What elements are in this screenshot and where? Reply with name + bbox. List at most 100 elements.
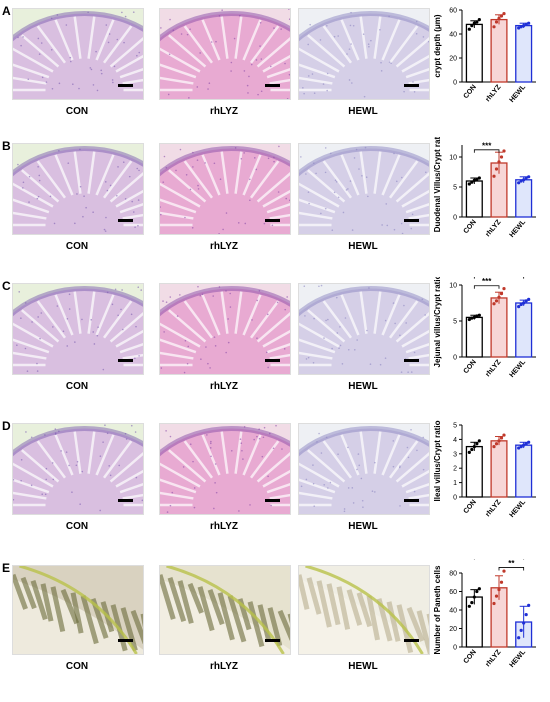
data-point [472, 595, 476, 599]
y-axis-label: Duodenal Villus/Crypt ratio [433, 137, 442, 232]
significance-bracket [473, 285, 500, 289]
scale-bar [118, 84, 133, 87]
group-label: CON [65, 661, 89, 672]
group-label: HEWL [348, 106, 378, 117]
panel-letter: B [2, 139, 11, 153]
data-point [467, 450, 471, 454]
data-point [494, 594, 499, 598]
bar [515, 302, 533, 358]
data-point [524, 442, 528, 446]
data-point [517, 26, 521, 30]
data-point [492, 174, 496, 178]
y-tick-label: 2 [453, 466, 457, 473]
data-point [499, 14, 504, 18]
data-point [467, 182, 471, 186]
data-point [467, 604, 471, 608]
data-point [522, 178, 526, 182]
group-label: rhLYZ [210, 521, 238, 532]
data-point [499, 292, 504, 296]
data-point [527, 175, 531, 179]
x-tick-label: rhLYZ [485, 648, 503, 668]
y-tick-label: 40 [449, 32, 457, 39]
x-tick-label: CON [462, 499, 477, 515]
bar [515, 24, 533, 83]
data-point [497, 160, 501, 164]
y-tick-label: 80 [449, 571, 457, 578]
data-point [517, 181, 521, 185]
x-tick-label: CON [462, 84, 477, 100]
scale-bar [404, 359, 419, 362]
y-tick-label: 4 [453, 437, 457, 444]
data-point [470, 601, 474, 605]
panel-letter: A [2, 4, 11, 18]
bar-chart: Number of Paneth cells 0 20 40 60 80 CON rhLYZ H… [432, 548, 550, 679]
data-point [517, 305, 521, 309]
bar-chart: Duodenal Villus/Crypt ratio 0 5 10 CON rhLYZ H… [432, 130, 550, 249]
data-point [527, 440, 531, 444]
scale-bar [265, 84, 280, 87]
y-axis-label: Jejunal villus/Crypt ratio [433, 277, 442, 367]
data-point [472, 21, 476, 25]
group-label: HEWL [348, 381, 378, 392]
y-axis-label: Ileal villus/Crypt ratio [433, 420, 442, 501]
scale-bar [118, 359, 133, 362]
panel-letter: D [2, 419, 11, 433]
y-tick-label: 0 [453, 645, 457, 652]
bar-chart: crypt depth (μm) 0 20 40 60 CON rhLYZ HEWL [432, 2, 550, 114]
bar [515, 444, 533, 498]
x-tick-label: HEWL [509, 218, 528, 239]
data-point [522, 443, 526, 447]
scale-bar [404, 499, 419, 502]
data-point [517, 446, 521, 450]
significance-bracket [473, 149, 500, 153]
y-axis-label: crypt depth (μm) [433, 14, 442, 77]
panel-letter: E [2, 561, 11, 575]
scale-bar [404, 84, 419, 87]
bar [465, 596, 483, 648]
y-tick-label: 0 [453, 495, 457, 502]
bar-chart: Jejunal villus/Crypt ratio 0 5 10 CON rhLYZ HE… [432, 267, 550, 389]
x-tick-label: CON [462, 359, 477, 375]
data-point [475, 20, 479, 24]
scale-bar [118, 219, 133, 222]
data-point [477, 18, 481, 22]
data-point [477, 439, 481, 443]
y-tick-label: 5 [453, 423, 457, 430]
y-tick-label: 40 [449, 608, 457, 615]
data-point [517, 636, 521, 640]
significance-label: *** [482, 277, 492, 286]
data-point [527, 603, 531, 607]
x-tick-label: CON [462, 649, 477, 665]
data-point [475, 177, 479, 181]
y-tick-label: 60 [449, 8, 457, 15]
y-tick-label: 20 [449, 56, 457, 63]
data-point [494, 442, 499, 446]
micrograph [298, 8, 430, 100]
bar [465, 23, 483, 83]
data-point [472, 315, 476, 319]
data-point [519, 179, 523, 183]
data-point [467, 27, 471, 31]
group-label: HEWL [348, 521, 378, 532]
y-tick-label: 20 [449, 626, 457, 633]
group-label: CON [65, 521, 89, 532]
data-point [477, 313, 481, 317]
data-point [470, 447, 474, 452]
data-point [492, 601, 496, 606]
group-label: HEWL [348, 241, 378, 252]
data-point [470, 180, 474, 184]
data-point [527, 297, 531, 301]
data-point [477, 176, 481, 180]
data-point [492, 445, 496, 449]
bar [490, 297, 508, 358]
data-point [499, 436, 504, 440]
panel-letter: C [2, 279, 11, 293]
data-point [519, 302, 523, 307]
group-label: rhLYZ [210, 381, 238, 392]
data-point [522, 621, 526, 625]
data-point [499, 580, 504, 584]
y-tick-label: 10 [449, 283, 457, 290]
y-tick-label: 10 [449, 155, 457, 162]
y-axis-label: Number of Paneth cells [433, 565, 442, 654]
scale-bar [118, 639, 133, 642]
